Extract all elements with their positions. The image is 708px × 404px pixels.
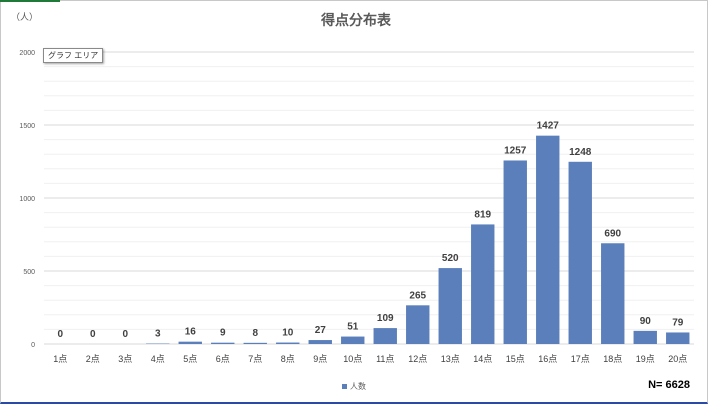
- bar[interactable]: [601, 243, 625, 344]
- bar-value-label: 9: [220, 328, 226, 339]
- x-tick-label: 14点: [473, 354, 492, 364]
- bar-value-label: 109: [377, 313, 394, 324]
- gridlines: [44, 51, 694, 345]
- bar-value-label: 819: [474, 209, 491, 220]
- bar[interactable]: [633, 330, 657, 344]
- chart-title: 得点分布表: [320, 12, 392, 28]
- bar[interactable]: [471, 224, 495, 344]
- legend[interactable]: 人数: [342, 381, 366, 392]
- x-tick-label: 2点: [86, 354, 100, 364]
- x-tick-label: 12点: [408, 354, 427, 364]
- data-labels: 0 0 0 3 16 9 8 10 27 51 109 265 520 819 1257 1427 1248 69…: [57, 121, 683, 340]
- bar[interactable]: [308, 340, 332, 344]
- y-tick-label: 1500: [19, 123, 35, 130]
- legend-label: 人数: [350, 382, 366, 391]
- x-tick-label: 19点: [636, 354, 655, 364]
- y-tick-label: 500: [23, 269, 35, 276]
- total-count-label: N= 6628: [648, 379, 690, 391]
- bar[interactable]: [503, 160, 527, 344]
- bar-value-label: 16: [185, 327, 197, 338]
- bar-value-label: 690: [604, 228, 621, 239]
- bar[interactable]: [536, 135, 560, 344]
- y-axis-ticks: 0 500 1000 1500 2000: [19, 50, 35, 349]
- bar-value-label: 0: [90, 329, 96, 340]
- bar[interactable]: [438, 268, 462, 344]
- bar-value-label: 8: [252, 328, 258, 339]
- x-tick-label: 7点: [248, 354, 262, 364]
- bar[interactable]: [243, 342, 267, 344]
- x-tick-label: 3点: [118, 354, 132, 364]
- bar[interactable]: [666, 332, 690, 344]
- bar[interactable]: [341, 336, 365, 344]
- x-axis-ticks: 1点 2点 3点 4点 5点 6点 7点 8点 9点 10点 11点 12点 13点 14点 15点 16点 1…: [53, 354, 687, 364]
- bar-value-label: 51: [347, 322, 359, 333]
- x-tick-label: 17点: [571, 354, 590, 364]
- x-tick-label: 16点: [538, 354, 557, 364]
- bars: [146, 135, 690, 344]
- x-tick-label: 20点: [668, 354, 687, 364]
- x-tick-label: 9点: [313, 354, 327, 364]
- x-tick-label: 4点: [151, 354, 165, 364]
- bar-value-label: 0: [57, 329, 63, 340]
- bar-value-label: 1248: [569, 147, 592, 158]
- legend-swatch: [342, 384, 347, 389]
- chart-area-tooltip: グラフ エリア: [43, 48, 104, 63]
- x-tick-label: 8点: [281, 354, 295, 364]
- y-axis-unit-label: （人）: [11, 12, 38, 22]
- bar-value-label: 1427: [537, 121, 560, 132]
- bar[interactable]: [568, 161, 592, 344]
- y-tick-label: 2000: [19, 50, 35, 57]
- x-tick-label: 6点: [216, 354, 230, 364]
- bar-value-label: 27: [315, 325, 327, 336]
- bar-value-label: 265: [409, 290, 426, 301]
- x-tick-label: 5点: [183, 354, 197, 364]
- bar-value-label: 1257: [504, 145, 527, 156]
- bar-value-label: 90: [640, 316, 652, 327]
- x-tick-label: 10点: [343, 354, 362, 364]
- x-tick-label: 11点: [376, 354, 394, 364]
- x-tick-label: 18点: [603, 354, 622, 364]
- bar-value-label: 10: [282, 328, 294, 339]
- bar[interactable]: [211, 342, 235, 344]
- x-tick-label: 13点: [441, 354, 460, 364]
- bar[interactable]: [373, 328, 397, 344]
- bar-value-label: 3: [155, 329, 161, 340]
- bar-value-label: 0: [122, 329, 128, 340]
- selection-corner-mark: [0, 0, 60, 2]
- bar-value-label: 79: [672, 317, 684, 328]
- bar-value-label: 520: [442, 253, 459, 264]
- y-tick-label: 0: [31, 342, 35, 349]
- bar[interactable]: [276, 342, 300, 344]
- bar[interactable]: [406, 305, 430, 344]
- x-tick-label: 15点: [506, 354, 525, 364]
- y-tick-label: 1000: [19, 196, 35, 203]
- bar[interactable]: [178, 341, 202, 344]
- x-tick-label: 1点: [53, 354, 67, 364]
